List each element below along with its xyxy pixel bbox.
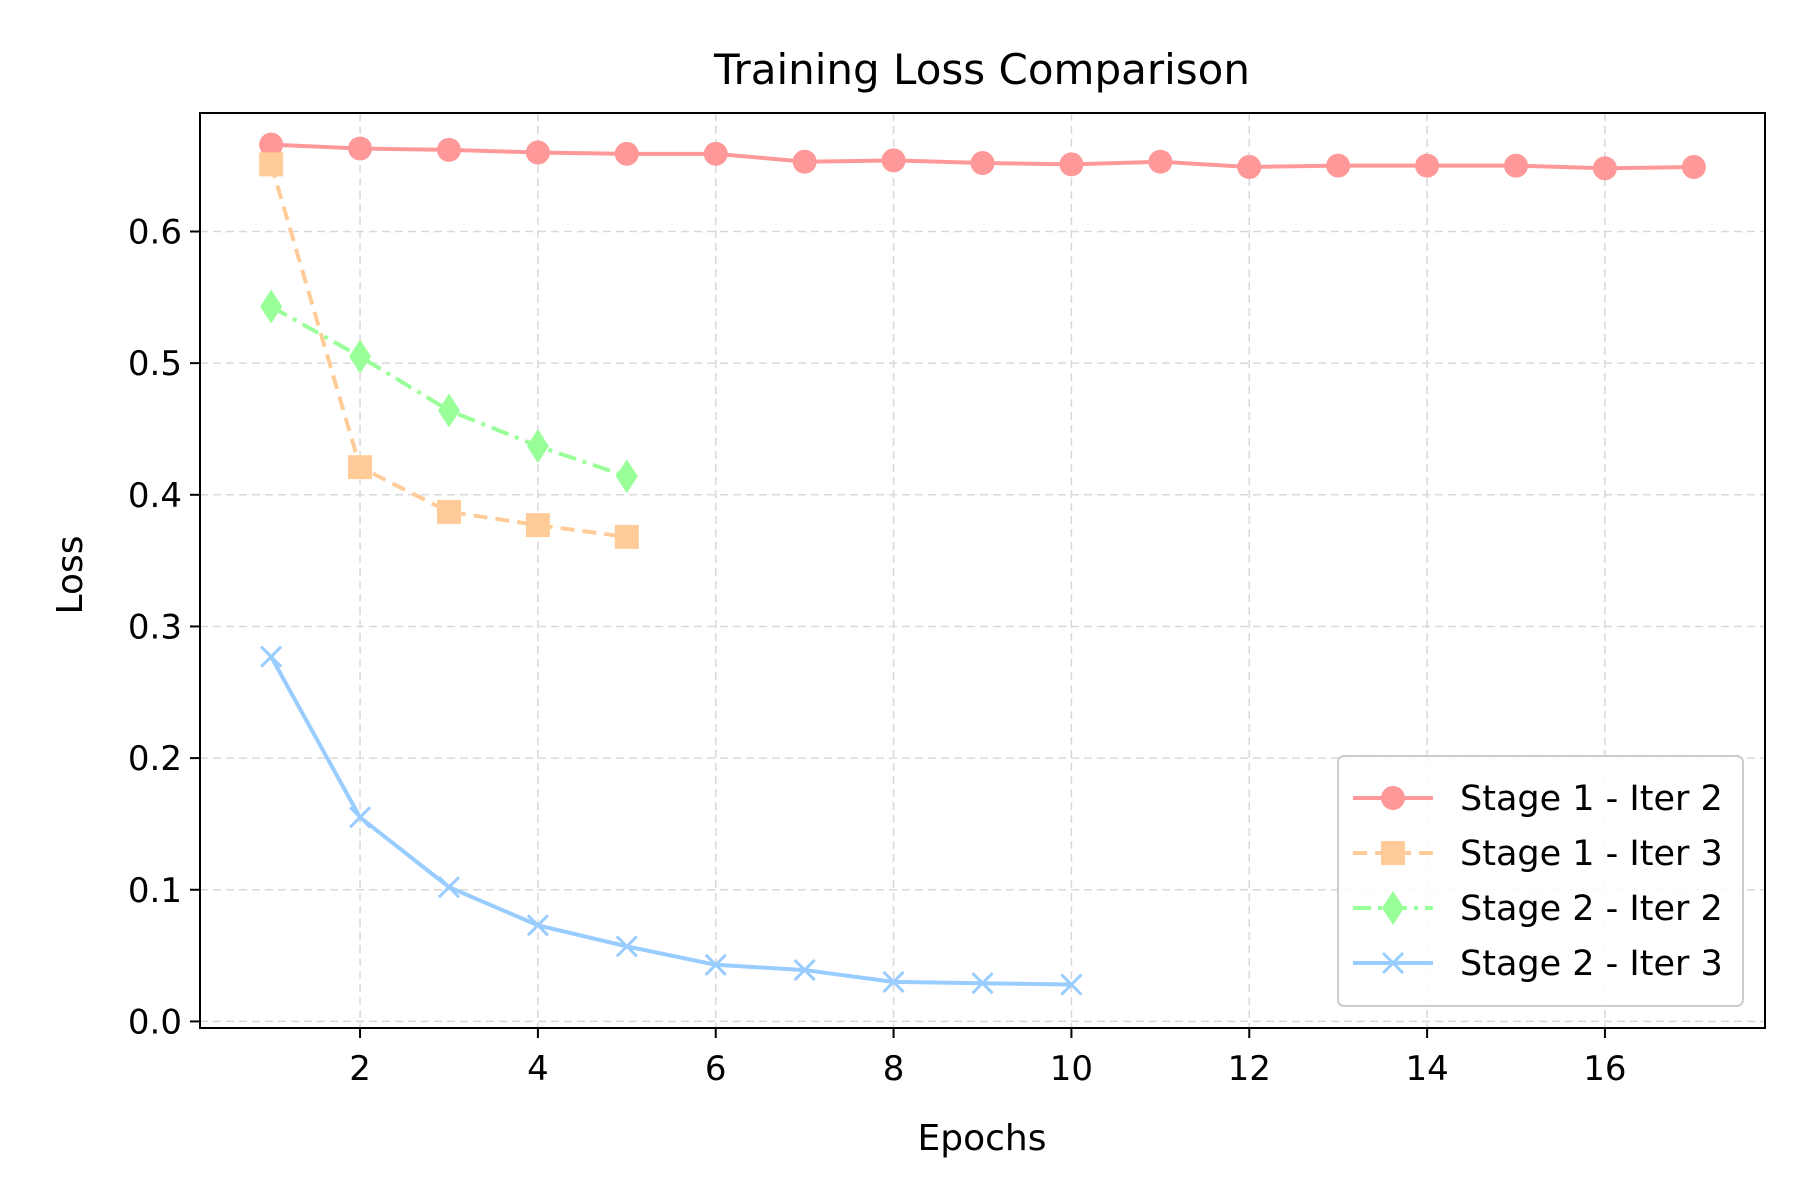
- data-point: [348, 455, 373, 480]
- series-2: [259, 152, 639, 549]
- data-point: [882, 970, 905, 993]
- data-point: [615, 935, 638, 958]
- data-point: [348, 136, 373, 161]
- legend-label: Stage 2 - Iter 2: [1460, 889, 1723, 929]
- x-tick-label: 2: [349, 1049, 371, 1089]
- data-point: [1148, 149, 1173, 174]
- legend-item: Stage 1 - Iter 3: [1353, 834, 1723, 874]
- data-point: [1415, 153, 1440, 178]
- data-point: [1326, 153, 1351, 178]
- x-tick-label: 12: [1228, 1049, 1271, 1089]
- data-point: [792, 149, 817, 174]
- legend-item: Stage 2 - Iter 2: [1353, 889, 1723, 929]
- data-point: [881, 148, 906, 173]
- data-point: [970, 151, 995, 176]
- legend-label: Stage 1 - Iter 3: [1460, 834, 1723, 874]
- data-point: [260, 645, 283, 668]
- y-tick-label: 0.6: [128, 212, 182, 252]
- data-point: [971, 972, 994, 995]
- plot-frame: [199, 112, 1766, 1029]
- x-tick-label: 8: [883, 1049, 905, 1089]
- series-4: [260, 645, 1083, 996]
- y-tick-label: 0.0: [128, 1002, 182, 1042]
- data-point: [614, 524, 639, 549]
- y-tick-label: 0.3: [128, 607, 182, 647]
- data-point: [704, 953, 727, 976]
- y-tick-label: 0.5: [128, 344, 182, 384]
- x-tick-label: 6: [705, 1049, 727, 1089]
- x-tick-label: 10: [1050, 1049, 1093, 1089]
- x-tick-label: 14: [1405, 1049, 1448, 1089]
- data-point: [703, 141, 728, 166]
- data-point: [1592, 156, 1617, 181]
- data-point: [793, 959, 816, 982]
- data-point: [1237, 154, 1262, 179]
- x-axis-label: Epochs: [918, 1118, 1047, 1159]
- data-point: [615, 459, 638, 494]
- legend-label: Stage 2 - Iter 3: [1460, 944, 1723, 984]
- x-tick-label: 4: [527, 1049, 549, 1089]
- data-point: [1059, 152, 1084, 177]
- legend-label: Stage 1 - Iter 2: [1460, 779, 1723, 819]
- legend-marker: [1381, 841, 1405, 865]
- data-point: [348, 806, 372, 829]
- legend-marker: [1381, 951, 1405, 975]
- legend-marker: [1382, 891, 1404, 925]
- y-tick-label: 0.1: [128, 871, 182, 911]
- series-3: [260, 289, 638, 494]
- y-tick-label: 0.2: [128, 739, 182, 779]
- series-layer: [259, 132, 1706, 996]
- data-point: [525, 513, 550, 538]
- data-point: [349, 339, 372, 374]
- x-tick-label: 16: [1583, 1049, 1626, 1089]
- data-point: [526, 914, 549, 937]
- legend-marker: [1381, 786, 1405, 810]
- data-point: [1060, 973, 1083, 996]
- legend: Stage 1 - Iter 2 Stage 1 - Iter 3 Stage 2 …: [1337, 755, 1744, 1007]
- data-point: [436, 137, 461, 162]
- data-point: [437, 876, 461, 899]
- data-point: [259, 132, 284, 157]
- y-tick-label: 0.4: [128, 476, 182, 516]
- series-line: [269, 163, 628, 539]
- data-point: [1504, 153, 1529, 178]
- data-point: [614, 141, 639, 166]
- legend-item: Stage 1 - Iter 2: [1353, 779, 1723, 819]
- data-point: [525, 140, 550, 165]
- series-line: [269, 655, 1072, 987]
- data-point: [437, 393, 460, 428]
- data-point: [1681, 154, 1706, 179]
- data-point: [259, 152, 284, 177]
- legend-box: [1337, 755, 1744, 1007]
- data-point: [260, 289, 283, 324]
- chart-title: Training Loss Comparison: [713, 45, 1250, 94]
- ticks: 2 4 6 8 10 12 14 16 0.0 0.1 0.2 0.3 0.4 0.5 0.6: [128, 212, 1627, 1089]
- data-point: [436, 499, 461, 524]
- legend-item: Stage 2 - Iter 3: [1353, 944, 1723, 984]
- y-axis-label: Loss: [50, 536, 91, 615]
- data-point: [526, 429, 549, 464]
- series-1: [259, 132, 1706, 181]
